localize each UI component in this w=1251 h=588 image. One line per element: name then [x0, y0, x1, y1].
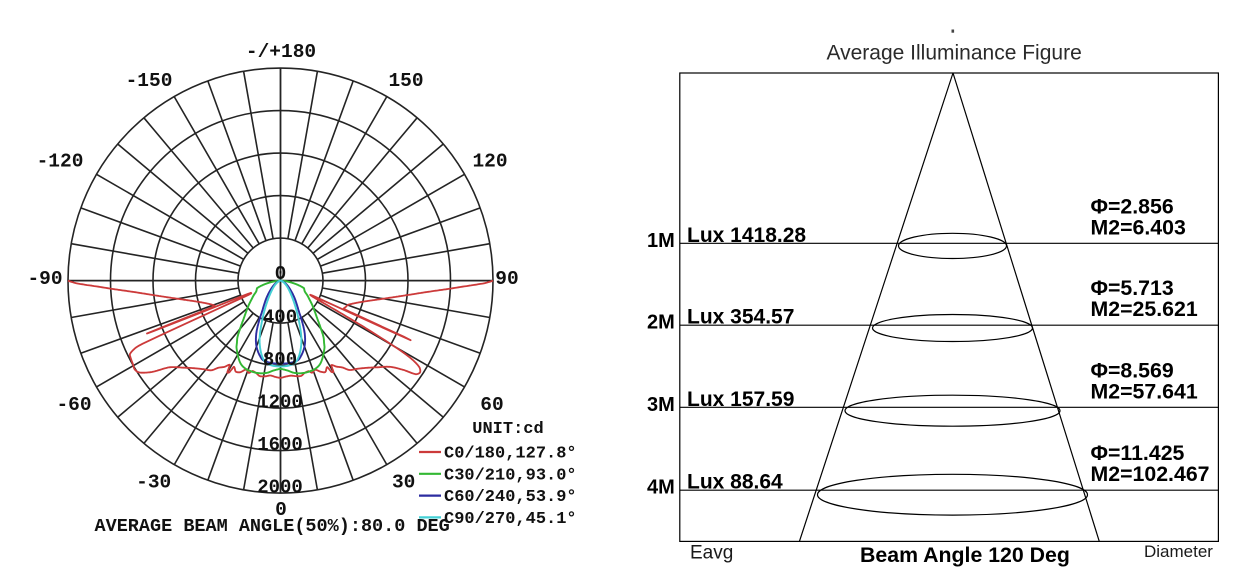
svg-text:-60: -60 [56, 394, 91, 416]
svg-text:-/+180: -/+180 [246, 41, 316, 63]
svg-text:M2=6.403: M2=6.403 [1091, 215, 1186, 239]
svg-text:-90: -90 [27, 268, 62, 290]
svg-text:Lux 157.59: Lux 157.59 [687, 388, 794, 411]
svg-text:1M: 1M [647, 230, 675, 252]
svg-text:-150: -150 [126, 70, 173, 92]
svg-text:400: 400 [263, 307, 297, 329]
svg-text:120: 120 [472, 150, 507, 172]
svg-text:AVERAGE BEAM ANGLE(50%):80.0 D: AVERAGE BEAM ANGLE(50%):80.0 DEG [95, 516, 450, 537]
svg-text:C30/210,93.0°: C30/210,93.0° [444, 466, 577, 485]
svg-text:M2=25.621: M2=25.621 [1091, 297, 1198, 321]
svg-text:Φ=8.569: Φ=8.569 [1091, 358, 1174, 382]
svg-text:2000: 2000 [257, 477, 303, 499]
svg-text:60: 60 [480, 394, 503, 416]
svg-text:M2=102.467: M2=102.467 [1091, 462, 1210, 486]
svg-text:Φ=11.425: Φ=11.425 [1091, 441, 1185, 465]
svg-text:C60/240,53.9°: C60/240,53.9° [444, 488, 577, 507]
svg-text:1600: 1600 [257, 434, 303, 456]
svg-text:Eavg: Eavg [690, 543, 733, 564]
svg-text:M2=57.641: M2=57.641 [1091, 379, 1198, 403]
svg-text:Lux 88.64: Lux 88.64 [687, 471, 783, 494]
svg-text:Lux 354.57: Lux 354.57 [687, 306, 794, 329]
svg-text:3M: 3M [647, 394, 675, 416]
svg-text:UNIT:cd: UNIT:cd [472, 420, 543, 439]
svg-text:800: 800 [263, 349, 297, 371]
svg-text:Φ=2.856: Φ=2.856 [1091, 194, 1174, 218]
svg-text:2M: 2M [647, 312, 675, 334]
svg-text:-120: -120 [37, 150, 84, 172]
svg-text:Lux 1418.28: Lux 1418.28 [687, 224, 806, 247]
svg-text:Beam Angle 120 Deg: Beam Angle 120 Deg [860, 543, 1070, 567]
svg-text:0: 0 [275, 263, 287, 285]
svg-text:-30: -30 [136, 471, 171, 493]
svg-text:1200: 1200 [257, 392, 303, 414]
svg-text:Diameter: Diameter [1144, 542, 1213, 561]
svg-text:C90/270,45.1°: C90/270,45.1° [444, 510, 577, 529]
svg-text:Φ=5.713: Φ=5.713 [1091, 276, 1174, 300]
svg-text:C0/180,127.8°: C0/180,127.8° [444, 445, 577, 464]
svg-text:90: 90 [495, 268, 518, 290]
svg-text:4M: 4M [647, 477, 675, 499]
svg-text:Average Illuminance Figure: Average Illuminance Figure [827, 42, 1082, 65]
svg-text:150: 150 [388, 70, 423, 92]
svg-text:30: 30 [392, 471, 415, 493]
svg-text:0: 0 [275, 499, 287, 521]
